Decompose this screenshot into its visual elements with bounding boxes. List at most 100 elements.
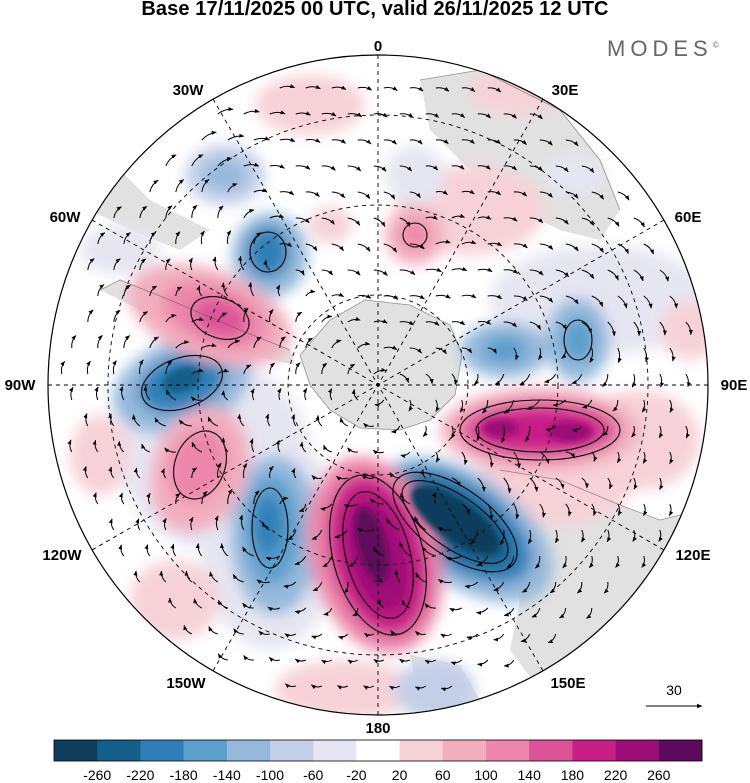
wind-arrow [487,87,502,93]
wind-arrow [218,599,228,609]
wind-arrow [87,258,95,271]
wind-arrow [133,570,141,583]
wind-arrow [294,555,307,566]
wind-arrow [243,162,260,167]
wind-arrow [357,191,371,199]
wind-arrow [131,414,141,427]
wind-arrow [519,373,531,386]
wind-arrow [243,209,255,219]
wind-arrow [269,164,285,169]
wind-arrow [263,259,271,271]
wind-arrow [201,130,217,141]
wind-arrow [464,581,479,589]
wind-arrow [581,321,592,334]
colorbar: -260 -220 -180 -140 -100 -60 -20 20 60 100 140 180 2… [53,739,703,783]
wind-arrow [67,439,73,453]
colorbar-swatch [270,740,314,761]
wind-arrow [424,659,437,665]
wind-arrow [217,107,234,115]
wind-arrow [399,658,411,664]
wind-arrow [178,419,192,427]
wind-arrow [435,86,450,92]
wind-arrow [631,373,637,388]
wind-arrow [547,633,557,644]
wind-arrow [265,413,271,427]
colorbar-tick-label: -260 [83,767,111,783]
wind-arrow [503,216,518,222]
svg-text:30: 30 [666,682,682,698]
wind-arrow [144,544,151,557]
wind-arrow [461,347,473,354]
wind-arrow [461,189,475,195]
label-30w: 30W [173,82,205,99]
wind-arrow [461,139,475,144]
wind-arrow [526,399,541,410]
colorbar-tick-label: 220 [604,767,628,783]
wind-arrow [201,179,210,193]
wind-arrow [337,685,349,690]
wind-arrow [159,570,167,583]
wind-arrow [539,451,550,464]
wind-arrow [440,633,453,638]
wind-arrow [227,133,245,141]
wind-arrow [305,337,313,349]
wind-arrow [607,321,617,337]
wind-arrow [372,449,384,455]
colorbar-swatch [140,740,184,761]
wind-arrow [321,111,337,117]
wind-arrow [347,363,356,375]
colorbar-tick-label: 260 [647,767,671,783]
wind-arrow [343,581,349,594]
colorbar-tick-label: 140 [518,767,542,783]
wind-arrow [415,572,426,583]
wind-arrow [477,215,492,220]
wind-arrow [217,205,224,219]
wind-arrow [409,347,422,354]
wind-arrow [295,217,310,224]
wind-arrow [146,492,151,505]
wind-arrow [207,416,218,427]
wind-arrow [191,441,202,453]
wind-arrow [188,516,194,531]
wind-arrow [291,467,297,479]
wind-arrow [139,205,148,219]
label-60w: 60W [50,209,82,226]
wind-arrow [320,503,333,511]
colorbar-swatch [529,740,573,761]
wind-arrow [591,451,598,462]
wind-arrow [461,240,477,245]
wind-arrow [216,462,222,479]
wind-arrow [253,232,262,245]
wind-arrow [268,465,274,479]
wind-arrow [269,213,285,219]
wind-arrow [166,389,177,401]
wind-arrow [539,191,553,198]
wind-arrow [565,503,572,517]
wind-arrow [669,451,674,465]
wind-arrow [154,417,166,427]
label-150e: 150E [550,675,585,692]
wind-arrow [503,659,515,668]
wind-arrow [183,624,192,635]
wind-arrow [373,578,383,584]
wind-arrow [175,231,181,245]
wind-arrow [400,493,411,505]
wind-arrow [250,388,255,401]
wind-arrow [633,321,642,337]
wind-arrow [565,295,579,305]
wind-arrow [261,521,270,531]
wind-arrow [493,633,505,642]
wind-arrow [631,425,636,438]
wind-arrow [461,451,468,465]
wind-arrow [374,399,385,407]
wind-arrow [385,518,400,531]
wind-arrow [331,139,347,144]
wind-arrow [321,165,336,171]
wind-arrow [221,282,229,297]
wind-arrow [477,477,486,492]
wind-arrow [373,367,387,375]
wind-arrow [539,243,554,250]
wind-arrow [221,437,229,453]
wind-arrow [617,295,628,309]
wind-arrow [160,468,167,479]
